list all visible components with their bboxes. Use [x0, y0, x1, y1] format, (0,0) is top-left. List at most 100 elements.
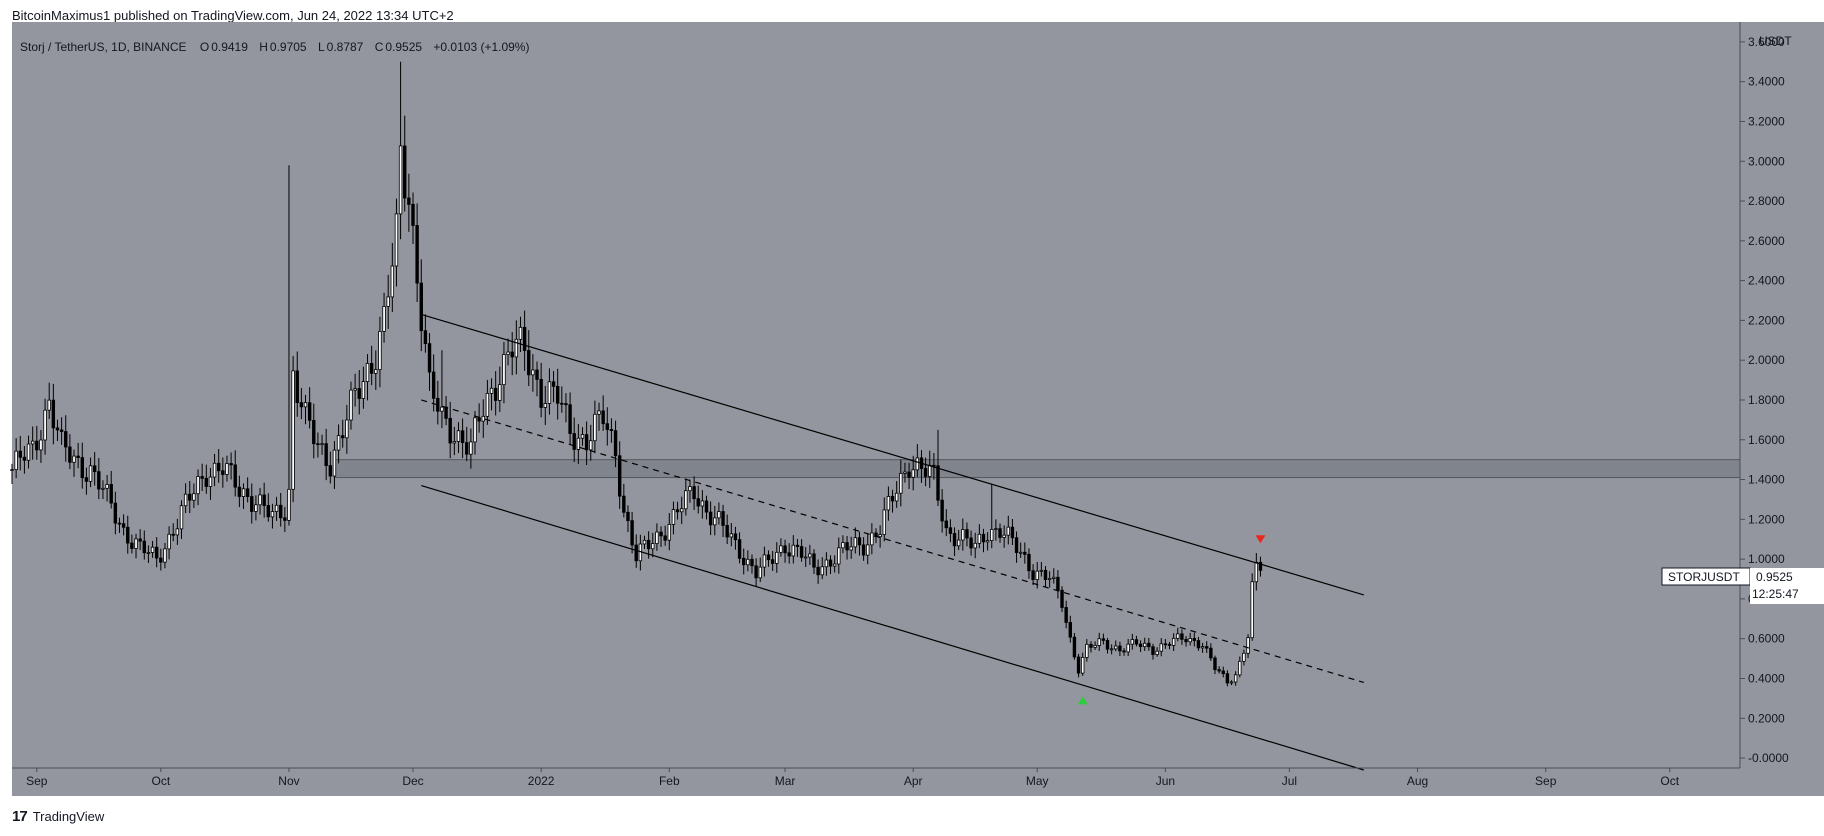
- candle[interactable]: [274, 496, 279, 521]
- candle[interactable]: [307, 387, 312, 429]
- candle[interactable]: [374, 350, 378, 390]
- candle[interactable]: [1018, 542, 1023, 558]
- candle[interactable]: [341, 419, 345, 448]
- candle[interactable]: [1089, 641, 1093, 653]
- candle[interactable]: [841, 535, 845, 554]
- channel-upper-line[interactable]: [421, 313, 1364, 596]
- candle[interactable]: [146, 545, 151, 563]
- candle[interactable]: [68, 434, 72, 470]
- candle[interactable]: [1143, 637, 1147, 651]
- candle[interactable]: [378, 316, 382, 388]
- candle[interactable]: [787, 543, 791, 564]
- candle[interactable]: [14, 438, 18, 479]
- candle[interactable]: [651, 532, 655, 558]
- candle[interactable]: [684, 478, 688, 516]
- candle[interactable]: [212, 453, 217, 487]
- candle[interactable]: [163, 542, 167, 569]
- candle[interactable]: [704, 495, 709, 520]
- candle[interactable]: [1151, 643, 1155, 660]
- candle[interactable]: [1138, 640, 1143, 652]
- candle[interactable]: [613, 420, 618, 468]
- candle[interactable]: [1155, 647, 1159, 657]
- candle[interactable]: [1105, 637, 1110, 654]
- candle[interactable]: [733, 526, 738, 550]
- candle[interactable]: [456, 422, 461, 453]
- candle[interactable]: [423, 314, 428, 353]
- candle[interactable]: [663, 525, 667, 546]
- candle[interactable]: [923, 457, 928, 487]
- candle[interactable]: [746, 550, 750, 572]
- candle[interactable]: [944, 509, 948, 537]
- candle[interactable]: [597, 402, 601, 431]
- candle[interactable]: [485, 379, 490, 425]
- candle[interactable]: [39, 429, 43, 463]
- candle[interactable]: [1097, 632, 1101, 651]
- candle[interactable]: [1093, 641, 1097, 651]
- candle[interactable]: [489, 378, 494, 411]
- candle[interactable]: [564, 393, 568, 423]
- time-axis[interactable]: [12, 768, 1740, 796]
- candle[interactable]: [279, 492, 283, 527]
- candle[interactable]: [1002, 525, 1006, 548]
- candle[interactable]: [808, 544, 812, 565]
- candle[interactable]: [816, 559, 820, 584]
- candle[interactable]: [1064, 600, 1068, 629]
- candle[interactable]: [357, 370, 361, 415]
- candle[interactable]: [183, 483, 188, 514]
- candle[interactable]: [303, 394, 308, 425]
- candle[interactable]: [171, 523, 175, 542]
- candle[interactable]: [1192, 632, 1197, 647]
- candle[interactable]: [1213, 655, 1217, 675]
- candle[interactable]: [30, 426, 35, 460]
- candle[interactable]: [349, 381, 353, 430]
- candle[interactable]: [1126, 638, 1130, 656]
- candle[interactable]: [961, 518, 965, 551]
- candle[interactable]: [1085, 639, 1089, 662]
- candle[interactable]: [382, 292, 386, 343]
- candle[interactable]: [43, 398, 47, 455]
- candle[interactable]: [200, 463, 204, 492]
- candle[interactable]: [973, 532, 977, 559]
- candle[interactable]: [779, 538, 783, 557]
- candle[interactable]: [196, 469, 200, 506]
- candle[interactable]: [837, 537, 841, 574]
- candle[interactable]: [717, 502, 721, 525]
- candle[interactable]: [72, 449, 76, 477]
- candle[interactable]: [167, 526, 171, 560]
- candle[interactable]: [795, 538, 800, 557]
- candle[interactable]: [580, 427, 585, 446]
- candle[interactable]: [22, 446, 27, 474]
- candle[interactable]: [316, 432, 320, 458]
- candle[interactable]: [642, 535, 647, 549]
- candle[interactable]: [1233, 671, 1238, 686]
- candle[interactable]: [969, 530, 973, 556]
- candle[interactable]: [932, 452, 936, 480]
- candle[interactable]: [233, 450, 237, 497]
- candle[interactable]: [828, 555, 833, 575]
- candle[interactable]: [64, 415, 68, 462]
- candle[interactable]: [427, 333, 432, 391]
- candle[interactable]: [977, 524, 982, 549]
- candle[interactable]: [1205, 641, 1209, 653]
- candle[interactable]: [568, 392, 572, 445]
- candle[interactable]: [985, 532, 990, 551]
- candle[interactable]: [965, 522, 969, 547]
- candle[interactable]: [560, 386, 564, 413]
- candle[interactable]: [907, 462, 911, 490]
- candle[interactable]: [1130, 633, 1135, 650]
- candle[interactable]: [721, 504, 725, 538]
- candle[interactable]: [365, 354, 370, 401]
- candle[interactable]: [956, 529, 961, 551]
- candle[interactable]: [179, 500, 184, 539]
- candle[interactable]: [630, 512, 634, 554]
- candle[interactable]: [221, 457, 225, 488]
- channel-midline[interactable]: [421, 399, 1364, 684]
- candle[interactable]: [1076, 653, 1081, 678]
- candle[interactable]: [1043, 566, 1048, 588]
- candle[interactable]: [55, 419, 60, 442]
- candle[interactable]: [324, 428, 328, 481]
- candle[interactable]: [208, 467, 213, 501]
- candle[interactable]: [1188, 632, 1192, 646]
- candle[interactable]: [1014, 531, 1019, 563]
